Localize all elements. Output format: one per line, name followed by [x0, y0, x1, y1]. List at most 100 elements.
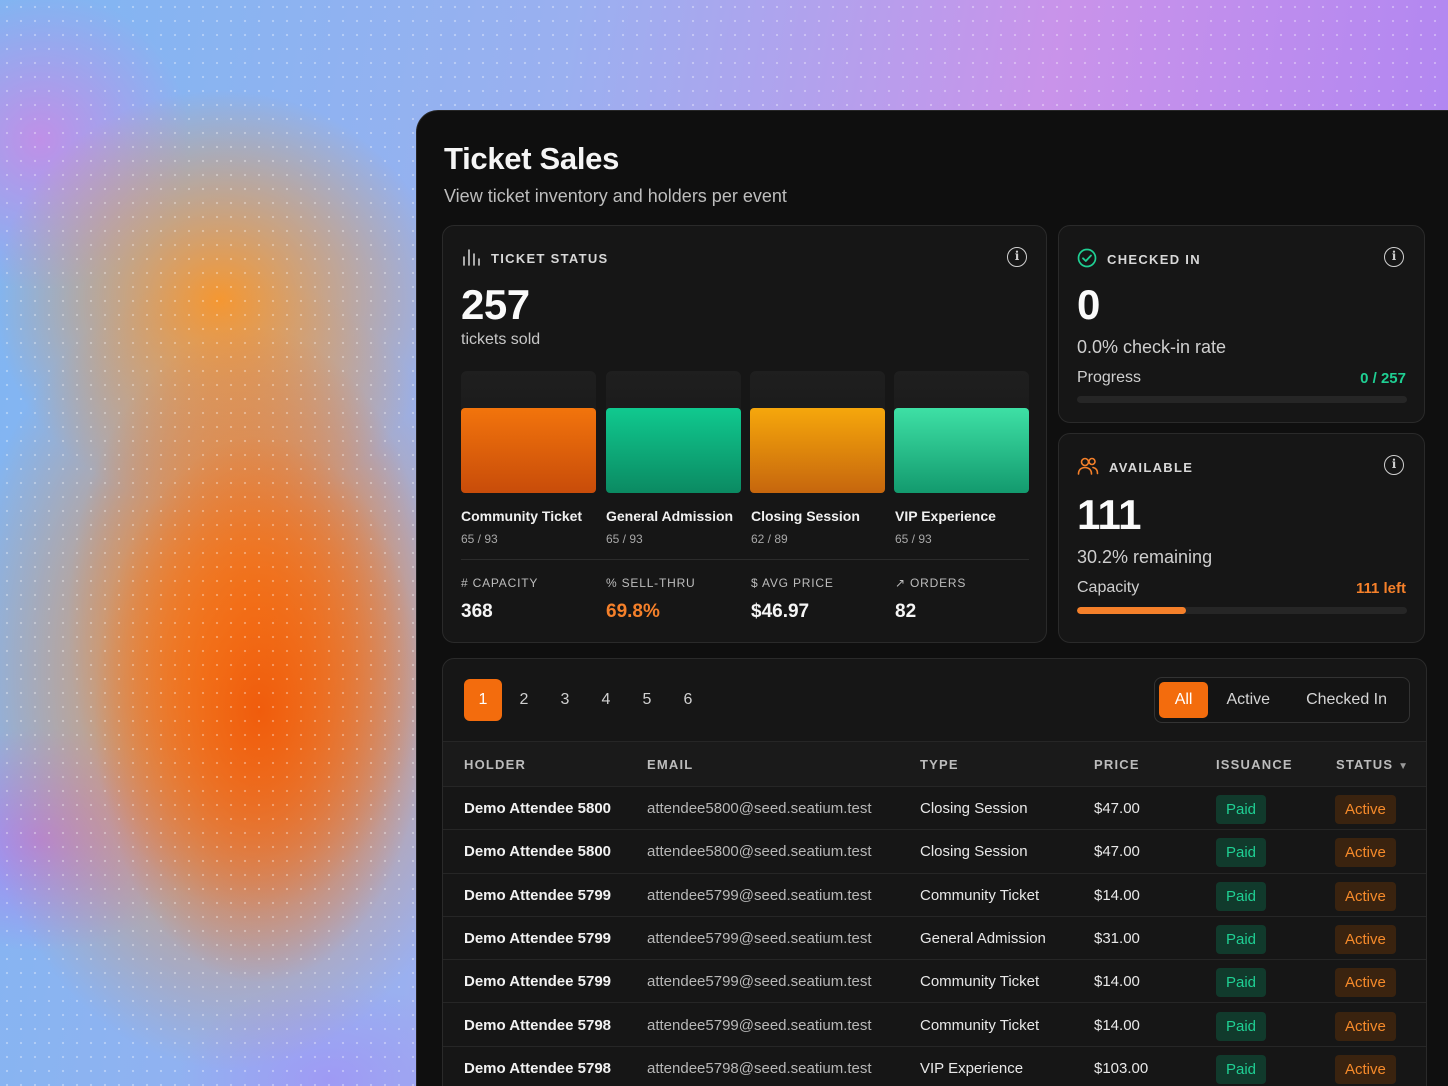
ticket-price: $31.00 — [1094, 929, 1140, 947]
ticket-status-card: TICKET STATUS i 257 tickets sold Communi… — [442, 225, 1047, 643]
ticket-type-name: Community Ticket — [461, 508, 583, 524]
page-button-5[interactable]: 5 — [642, 691, 652, 708]
capacity-fill — [1077, 607, 1186, 614]
ticket-type-bar — [894, 371, 1029, 493]
table-row[interactable]: Demo Attendee 5800 attendee5800@seed.seat… — [443, 787, 1426, 831]
info-icon[interactable]: i — [1384, 247, 1404, 267]
orders-value: 82 — [895, 601, 917, 622]
ticket-type-name: General Admission — [606, 508, 734, 524]
ticket-type-bar — [461, 371, 596, 493]
divider — [461, 559, 1029, 560]
table-row[interactable]: Demo Attendee 5799 attendee5799@seed.seat… — [443, 874, 1426, 917]
holder-email: attendee5799@seed.seatium.test — [647, 1016, 872, 1034]
ticket-holders-table-card: 1 2 3 4 5 6 All Active Checked In HOLDER… — [442, 658, 1427, 1086]
table-row[interactable]: Demo Attendee 5798 attendee5799@seed.seat… — [443, 1004, 1426, 1047]
issuance-badge: Paid — [1216, 881, 1267, 911]
holder-email: attendee5799@seed.seatium.test — [647, 929, 872, 947]
tickets-sold-label: tickets sold — [461, 331, 541, 348]
checked-in-heading: CHECKED IN — [1107, 252, 1201, 267]
ticket-type: Closing Session — [920, 843, 1028, 861]
ticket-type: VIP Experience — [920, 1059, 1024, 1077]
filter-all[interactable]: All — [1158, 682, 1209, 718]
info-icon[interactable]: i — [1384, 455, 1404, 475]
ticket-price: $14.00 — [1094, 1016, 1140, 1034]
table-row[interactable]: Demo Attendee 5800 attendee5800@seed.seat… — [443, 830, 1426, 874]
available-header: AVAILABLE — [1077, 456, 1193, 479]
orders-label: ↗ ORDERS — [895, 576, 967, 590]
ticket-type-ratio: 65 / 93 — [606, 532, 643, 546]
table-row[interactable]: Demo Attendee 5798 attendee5798@seed.seat… — [443, 1047, 1426, 1086]
page-title: Ticket Sales — [444, 141, 620, 176]
column-type[interactable]: TYPE — [920, 757, 959, 772]
avg-price-label: $ AVG PRICE — [751, 576, 834, 590]
ticket-status-header: TICKET STATUS — [461, 248, 609, 269]
users-icon — [1077, 456, 1099, 479]
bar-fill — [750, 408, 885, 493]
info-icon[interactable]: i — [1007, 247, 1027, 267]
ticket-price: $47.00 — [1094, 843, 1140, 861]
holder-name: Demo Attendee 5799 — [464, 973, 611, 991]
avg-price-value: $46.97 — [751, 601, 810, 622]
ticket-type-ratio: 65 / 93 — [895, 532, 932, 546]
checked-in-count: 0 — [1077, 281, 1100, 328]
ticket-type-name: VIP Experience — [895, 508, 996, 524]
holder-name: Demo Attendee 5799 — [464, 929, 611, 947]
status-badge: Active — [1335, 968, 1396, 998]
ticket-price: $14.00 — [1094, 973, 1140, 991]
check-in-progress-bar — [1077, 396, 1407, 403]
ticket-type-bar — [750, 371, 885, 493]
tickets-sold-count: 257 — [461, 281, 530, 328]
filter-checked-in[interactable]: Checked In — [1306, 691, 1387, 708]
status-badge: Active — [1335, 1011, 1396, 1041]
sell-thru-value: 69.8% — [606, 601, 660, 622]
ticket-type-ratio: 62 / 89 — [751, 532, 788, 546]
holder-name: Demo Attendee 5798 — [464, 1059, 611, 1077]
capacity-bar — [1077, 607, 1407, 614]
ticket-type: Closing Session — [920, 800, 1028, 817]
progress-label: Progress — [1077, 369, 1142, 386]
ticket-type: Community Ticket — [920, 1016, 1040, 1034]
holder-email: attendee5800@seed.seatium.test — [647, 843, 872, 861]
holder-name: Demo Attendee 5800 — [464, 800, 611, 817]
bar-chart-icon — [461, 248, 481, 269]
check-in-rate: 0.0% check-in rate — [1077, 337, 1227, 357]
column-email[interactable]: EMAIL — [647, 757, 694, 772]
holder-email: attendee5799@seed.seatium.test — [647, 973, 872, 991]
ticket-type-name: Closing Session — [751, 508, 860, 524]
page-button-3[interactable]: 3 — [560, 691, 570, 708]
issuance-badge: Paid — [1216, 795, 1267, 824]
app-window: Ticket Sales View ticket inventory and h… — [416, 110, 1448, 1086]
status-badge: Active — [1335, 1054, 1396, 1084]
column-holder[interactable]: HOLDER — [464, 757, 527, 772]
page-button-6[interactable]: 6 — [683, 691, 693, 708]
page-button-2[interactable]: 2 — [519, 691, 529, 708]
available-card: AVAILABLE i 111 30.2% remaining Capacity… — [1058, 433, 1425, 643]
holder-email: attendee5800@seed.seatium.test — [647, 800, 872, 817]
page-button-1[interactable]: 1 — [464, 679, 502, 721]
holder-name: Demo Attendee 5799 — [464, 886, 611, 904]
capacity-left-value: 111 left — [1355, 580, 1406, 597]
remaining-percent: 30.2% remaining — [1077, 547, 1213, 567]
capacity-label: # CAPACITY — [461, 576, 539, 590]
status-badge: Active — [1335, 924, 1396, 954]
ticket-price: $103.00 — [1094, 1059, 1149, 1077]
table-row[interactable]: Demo Attendee 5799 attendee5799@seed.seat… — [443, 917, 1426, 961]
bar-fill — [461, 408, 596, 493]
available-heading: AVAILABLE — [1109, 460, 1194, 475]
ticket-price: $14.00 — [1094, 886, 1140, 904]
ticket-type-ratio: 65 / 93 — [461, 532, 498, 546]
table-row[interactable]: Demo Attendee 5799 attendee5799@seed.seat… — [443, 960, 1426, 1004]
holder-email: attendee5799@seed.seatium.test — [647, 886, 872, 904]
issuance-badge: Paid — [1216, 1054, 1267, 1084]
sort-icon[interactable]: ▼ — [1398, 761, 1410, 772]
column-price[interactable]: PRICE — [1094, 757, 1140, 772]
column-status[interactable]: STATUS ▼ — [1336, 757, 1410, 772]
ticket-type: Community Ticket — [920, 973, 1040, 991]
column-issuance[interactable]: ISSUANCE — [1216, 757, 1293, 772]
background-orange-blob — [0, 150, 420, 1086]
issuance-badge: Paid — [1216, 968, 1267, 998]
filter-active[interactable]: Active — [1226, 691, 1271, 708]
available-count: 111 — [1077, 491, 1141, 538]
bar-fill — [606, 408, 741, 493]
page-button-4[interactable]: 4 — [601, 691, 611, 708]
